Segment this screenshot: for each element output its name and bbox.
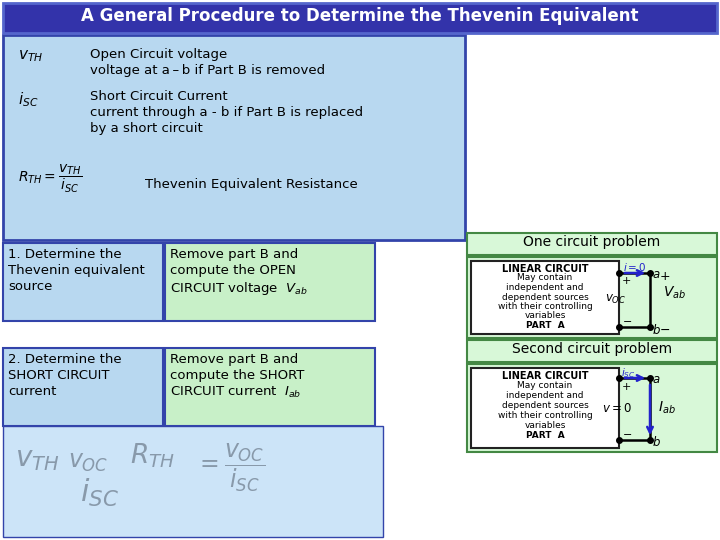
- Text: $-$: $-$: [622, 315, 632, 325]
- Text: CIRCUIT voltage  $V_{ab}$: CIRCUIT voltage $V_{ab}$: [170, 280, 307, 297]
- Text: May contain: May contain: [518, 381, 572, 390]
- Text: $R_{TH}$: $R_{TH}$: [130, 441, 175, 469]
- Text: $V_{ab}$: $V_{ab}$: [663, 285, 686, 301]
- Text: +: +: [622, 382, 631, 392]
- Text: $b$: $b$: [652, 323, 661, 337]
- Bar: [471, 261, 619, 334]
- Text: PART  A: PART A: [526, 431, 564, 440]
- Text: $I_{ab}$: $I_{ab}$: [658, 400, 676, 416]
- Text: dependent sources: dependent sources: [502, 401, 588, 410]
- Text: $v_{OC}$: $v_{OC}$: [68, 450, 109, 474]
- Text: CIRCUIT current  $\mathbf{\it{I}}_{ab}$: CIRCUIT current $\mathbf{\it{I}}_{ab}$: [170, 385, 302, 400]
- Text: $i_{SC}$: $i_{SC}$: [80, 477, 119, 509]
- Text: $b$: $b$: [652, 435, 661, 449]
- Text: by a short circuit: by a short circuit: [90, 122, 203, 135]
- Text: Second circuit problem: Second circuit problem: [512, 342, 672, 356]
- Text: Short Circuit Current: Short Circuit Current: [90, 90, 228, 103]
- Bar: [467, 340, 717, 362]
- Text: +: +: [660, 270, 670, 283]
- Text: with their controlling: with their controlling: [498, 411, 593, 420]
- Text: $a$: $a$: [652, 373, 660, 386]
- Text: Open Circuit voltage: Open Circuit voltage: [90, 48, 228, 61]
- Text: compute the OPEN: compute the OPEN: [170, 264, 296, 277]
- Bar: [3, 348, 163, 426]
- Text: $-$: $-$: [622, 428, 632, 438]
- Text: source: source: [8, 280, 53, 293]
- Bar: [3, 35, 465, 240]
- Bar: [467, 233, 717, 255]
- Text: variables: variables: [524, 312, 566, 321]
- Text: with their controlling: with their controlling: [498, 302, 593, 311]
- Text: LINEAR CIRCUIT: LINEAR CIRCUIT: [502, 264, 588, 274]
- Text: Remove part B and: Remove part B and: [170, 248, 298, 261]
- Text: 1. Determine the: 1. Determine the: [8, 248, 122, 261]
- Bar: [467, 257, 717, 338]
- Text: One circuit problem: One circuit problem: [523, 235, 661, 249]
- Text: A General Procedure to Determine the Thevenin Equivalent: A General Procedure to Determine the The…: [81, 7, 639, 25]
- Bar: [165, 348, 375, 426]
- Text: voltage at a – b if Part B is removed: voltage at a – b if Part B is removed: [90, 64, 325, 77]
- Text: current through a - b if Part B is replaced: current through a - b if Part B is repla…: [90, 106, 363, 119]
- Text: variables: variables: [524, 421, 566, 430]
- Text: Thevenin equivalent: Thevenin equivalent: [8, 264, 145, 277]
- Text: May contain: May contain: [518, 273, 572, 282]
- Text: $i_{SC}$: $i_{SC}$: [18, 90, 38, 109]
- Text: Thevenin Equivalent Resistance: Thevenin Equivalent Resistance: [145, 178, 358, 191]
- Text: $v_{OC}$: $v_{OC}$: [605, 293, 626, 306]
- Text: $v_{TH}$: $v_{TH}$: [18, 48, 43, 64]
- Text: $a$: $a$: [652, 268, 660, 281]
- Text: PART  A: PART A: [526, 321, 564, 330]
- Text: LINEAR CIRCUIT: LINEAR CIRCUIT: [502, 371, 588, 381]
- Text: $=\dfrac{v_{OC}}{i_{SC}}$: $=\dfrac{v_{OC}}{i_{SC}}$: [195, 441, 265, 494]
- Text: compute the SHORT: compute the SHORT: [170, 369, 305, 382]
- Text: independent and: independent and: [506, 283, 584, 292]
- Text: current: current: [8, 385, 56, 398]
- Text: 2. Determine the: 2. Determine the: [8, 353, 122, 366]
- Bar: [467, 364, 717, 452]
- Text: $R_{TH}=\dfrac{v_{TH}}{i_{SC}}$: $R_{TH}=\dfrac{v_{TH}}{i_{SC}}$: [18, 163, 82, 195]
- Bar: [3, 3, 717, 33]
- Text: $v=0$: $v=0$: [602, 402, 632, 415]
- Text: $-$: $-$: [659, 323, 670, 336]
- Text: +: +: [622, 276, 631, 286]
- Bar: [3, 426, 383, 537]
- Text: $v_{TH}$: $v_{TH}$: [15, 445, 60, 473]
- Text: Remove part B and: Remove part B and: [170, 353, 298, 366]
- Text: $i=0$: $i=0$: [623, 261, 647, 273]
- Text: independent and: independent and: [506, 391, 584, 400]
- Text: $i_{SC}$: $i_{SC}$: [621, 366, 636, 380]
- Bar: [165, 243, 375, 321]
- Text: SHORT CIRCUIT: SHORT CIRCUIT: [8, 369, 109, 382]
- Bar: [471, 368, 619, 448]
- Bar: [3, 243, 163, 321]
- Text: dependent sources: dependent sources: [502, 293, 588, 301]
